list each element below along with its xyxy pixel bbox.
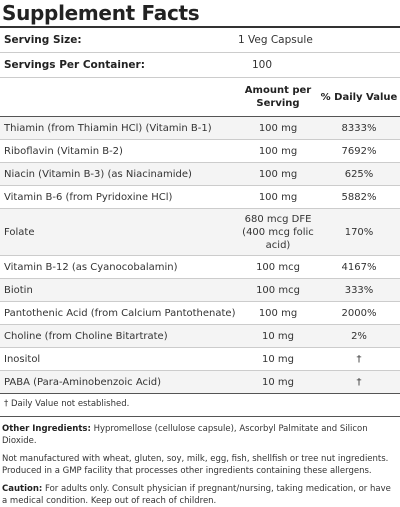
divider [0, 185, 400, 186]
product-notes: Other Ingredients: Hypromellose (cellulo… [0, 417, 400, 507]
serving-size-row: Serving Size: 1 Veg Capsule [0, 28, 400, 52]
nutrient-daily-value: 5882% [341, 191, 377, 203]
daily-value-header: % Daily Value [320, 91, 398, 103]
nutrient-daily-value: † [356, 353, 362, 365]
servings-per-container-value: 100 [252, 58, 273, 71]
nutrient-name: Inositol [4, 353, 41, 365]
divider [0, 77, 400, 78]
divider [0, 162, 400, 163]
caution-text: For adults only. Consult physician if pr… [2, 484, 391, 506]
divider [0, 139, 400, 140]
nutrient-daily-value: 7692% [341, 145, 377, 157]
footnote-divider [0, 416, 400, 417]
nutrient-amount: 10 mg [262, 330, 294, 342]
nutrient-row: Inositol 10 mg † [0, 348, 400, 370]
panel-title: Supplement Facts [2, 1, 200, 25]
nutrient-daily-value: 8333% [341, 122, 377, 134]
amount-header-line2: Serving [256, 98, 300, 109]
nutrient-daily-value: 625% [344, 168, 374, 180]
nutrient-name: Biotin [4, 284, 33, 296]
nutrient-row: Thiamin (from Thiamin HCl) (Vitamin B-1)… [0, 117, 400, 139]
nutrient-row: Choline (from Choline Bitartrate) 10 mg … [0, 325, 400, 347]
servings-per-container-label: Servings Per Container: [4, 58, 145, 71]
nutrient-name: Niacin (Vitamin B-3) (as Niacinamide) [4, 168, 192, 180]
nutrient-name: Choline (from Choline Bitartrate) [4, 330, 168, 342]
nutrient-daily-value: 2000% [341, 307, 377, 319]
title-divider [0, 26, 400, 28]
other-ingredients: Other Ingredients: Hypromellose (cellulo… [2, 423, 398, 447]
nutrient-amount: 100 mg [258, 307, 298, 319]
nutrient-amount-line3: acid) [265, 239, 291, 251]
allergen-note: Not manufactured with wheat, gluten, soy… [2, 454, 389, 476]
nutrient-amount: 100 mg [258, 168, 298, 180]
divider [0, 52, 400, 53]
nutrient-row: Pantothenic Acid (from Calcium Pantothen… [0, 302, 400, 324]
nutrient-row: Riboflavin (Vitamin B-2) 100 mg 7692% [0, 140, 400, 162]
nutrient-row: Niacin (Vitamin B-3) (as Niacinamide) 10… [0, 163, 400, 185]
daily-value-footnote: † Daily Value not established. [4, 399, 130, 409]
other-ingredients-text: Hypromellose (cellulose capsule), Ascorb… [2, 424, 368, 446]
nutrient-row: Vitamin B-6 (from Pyridoxine HCl) 100 mg… [0, 186, 400, 208]
serving-size-value: 1 Veg Capsule [238, 33, 313, 46]
nutrient-row: Vitamin B-12 (as Cyanocobalamin) 100 mcg… [0, 256, 400, 278]
nutrient-amount-line1: 680 mcg DFE [244, 213, 312, 225]
caution: Caution: For adults only. Consult physic… [2, 483, 398, 507]
nutrient-name: Vitamin B-12 (as Cyanocobalamin) [4, 261, 178, 273]
nutrient-name: Thiamin (from Thiamin HCl) (Vitamin B-1) [4, 122, 212, 134]
servings-per-container-row: Servings Per Container: 100 [0, 53, 400, 77]
nutrient-name: Riboflavin (Vitamin B-2) [4, 145, 123, 157]
divider [0, 255, 400, 256]
nutrient-amount: 100 mg [258, 122, 298, 134]
divider [0, 301, 400, 302]
nutrient-row: Biotin 100 mcg 333% [0, 279, 400, 301]
divider [0, 370, 400, 371]
column-header-row: Amount per Serving % Daily Value [0, 78, 400, 116]
nutrient-amount: 100 mcg [256, 261, 300, 273]
nutrient-row: Folate 680 mcg DFE (400 mcg folic acid) … [0, 209, 400, 255]
nutrient-name: Folate [4, 226, 35, 238]
nutrient-name: Pantothenic Acid (from Calcium Pantothen… [4, 307, 236, 319]
nutrient-row: PABA (Para-Aminobenzoic Acid) 10 mg † [0, 371, 400, 393]
nutrient-daily-value: 2% [351, 330, 367, 342]
nutrient-amount: 100 mcg [256, 284, 300, 296]
serving-size-label: Serving Size: [4, 33, 82, 46]
nutrient-amount: 10 mg [262, 376, 294, 388]
divider [0, 278, 400, 279]
nutrient-amount: 100 mg [258, 191, 298, 203]
divider [0, 347, 400, 348]
header-divider [0, 116, 400, 117]
nutrient-daily-value: 170% [344, 226, 374, 238]
nutrient-amount: 10 mg [262, 353, 294, 365]
divider [0, 324, 400, 325]
nutrient-daily-value: † [356, 376, 362, 388]
table-bottom-divider [0, 393, 400, 394]
nutrient-amount: 680 mcg DFE (400 mcg folic acid) [238, 213, 318, 252]
nutrient-amount: 100 mg [258, 145, 298, 157]
nutrient-name: Vitamin B-6 (from Pyridoxine HCl) [4, 191, 173, 203]
amount-header-line1: Amount per [244, 85, 312, 96]
nutrient-daily-value: 333% [344, 284, 374, 296]
nutrient-name: PABA (Para-Aminobenzoic Acid) [4, 376, 162, 388]
other-ingredients-label: Other Ingredients: [2, 424, 91, 434]
caution-label: Caution: [2, 484, 43, 494]
nutrient-daily-value: 4167% [341, 261, 377, 273]
divider [0, 208, 400, 209]
amount-header: Amount per Serving [238, 84, 318, 110]
nutrient-amount-line2: (400 mcg folic [242, 226, 314, 238]
